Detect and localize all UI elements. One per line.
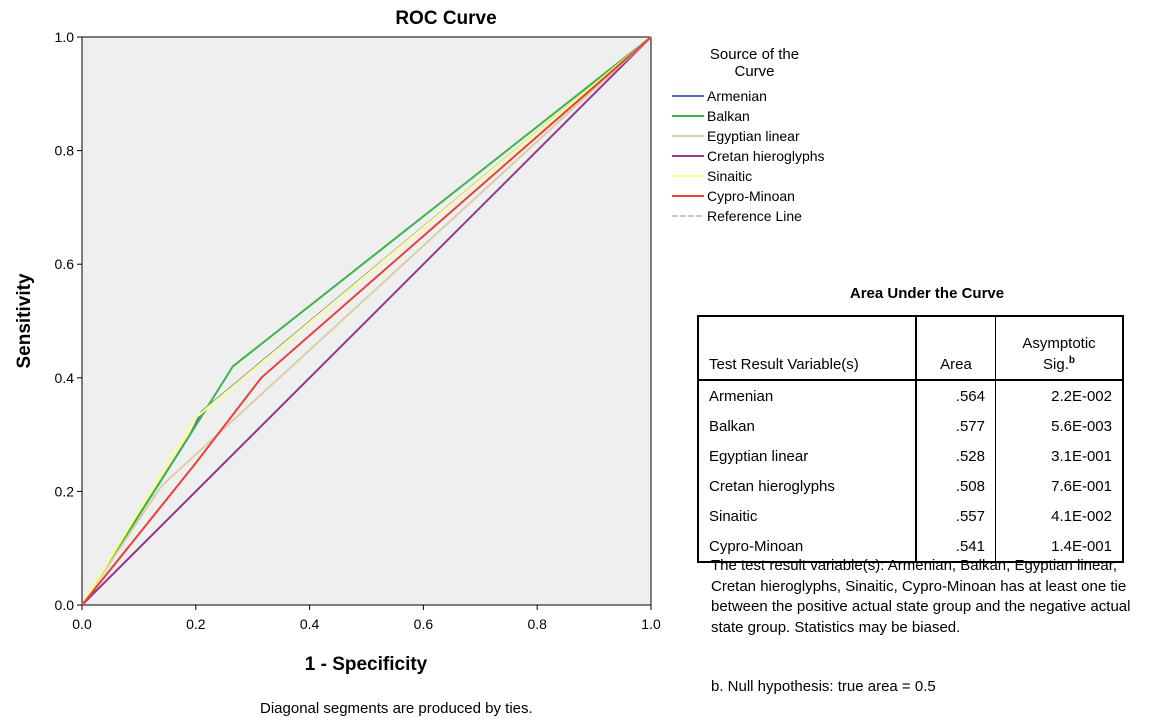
series-line-cypro-minoan — [81, 36, 652, 606]
legend-label-egyptian-linear: Egyptian linear — [707, 128, 800, 144]
table-row: Balkan .577 5.6E-003 — [698, 411, 1123, 441]
legend-swatch-balkan — [672, 115, 704, 117]
legend-swatch-egyptian-linear — [672, 135, 704, 137]
x-axis-label: 1 - Specificity — [305, 654, 428, 675]
y-tick-label: 0.0 — [55, 597, 75, 613]
row-sig: 1.4E-001 — [1051, 537, 1112, 555]
row-variable: Sinaitic — [698, 501, 917, 531]
y-tick-label: 0.2 — [55, 483, 75, 499]
y-tick-label: 0.8 — [55, 143, 75, 159]
header-area: Area — [916, 316, 996, 381]
legend-swatch-armenian — [672, 95, 704, 97]
legend: Source of the Curve Armenian Balkan Egypti… — [672, 46, 892, 226]
series-line-balkan — [81, 36, 652, 606]
legend-item-cypro-minoan: Cypro-Minoan — [672, 186, 892, 206]
legend-item-sinaitic: Sinaitic — [672, 166, 892, 186]
legend-item-reference-line: Reference Line — [672, 206, 892, 226]
legend-label-armenian: Armenian — [707, 88, 767, 104]
legend-title-line-2: Curve — [734, 63, 775, 80]
header-sig-line-1: Asymptotic — [1022, 335, 1096, 352]
table-row: Egyptian linear .528 3.1E-001 — [698, 441, 1123, 471]
table-row: Armenian .564 2.2E-002 — [698, 380, 1123, 411]
y-axis-label: Sensitivity — [14, 273, 35, 368]
legend-label-balkan: Balkan — [707, 108, 750, 124]
y-tick-label: 0.4 — [55, 370, 75, 386]
row-variable: Cypro-Minoan — [698, 531, 917, 562]
legend-swatch-reference-line — [672, 215, 702, 217]
header-sig-line-2: Sig. — [1043, 356, 1069, 373]
table-footnote-b: b. Null hypothesis: true area = 0.5 — [711, 678, 936, 695]
row-variable: Armenian — [698, 380, 917, 411]
row-area: .557 — [916, 501, 996, 531]
x-tick-label: 0.4 — [300, 616, 320, 632]
x-tick-label: 0.2 — [186, 616, 206, 632]
header-asymptotic-sig: Asymptotic Sig.b — [995, 316, 1123, 381]
table-row: Cretan hieroglyphs .508 7.6E-001 — [698, 471, 1123, 501]
auc-table-title: Area Under the Curve — [849, 285, 1005, 302]
legend-item-balkan: Balkan — [672, 106, 892, 126]
row-sig: 3.1E-001 — [1051, 447, 1112, 465]
x-tick-label: 0.8 — [527, 616, 547, 632]
legend-label-cypro-minoan: Cypro-Minoan — [707, 188, 795, 204]
ties-note: Diagonal segments are produced by ties. — [260, 700, 533, 717]
legend-label-cretan-hieroglyphs: Cretan hieroglyphs — [707, 148, 825, 164]
legend-swatch-sinaitic — [672, 175, 704, 177]
table-row: Cypro-Minoan .541 1.4E-001 — [698, 531, 1123, 562]
row-sig: 7.6E-001 — [1051, 477, 1112, 495]
row-area: .508 — [916, 471, 996, 501]
auc-table: Test Result Variable(s) Area Asymptotic … — [697, 315, 1124, 563]
table-row: Sinaitic .557 4.1E-002 — [698, 501, 1123, 531]
row-sig: 5.6E-003 — [1051, 417, 1112, 435]
x-tick-label: 0.0 — [72, 616, 92, 632]
y-tick-label: 1.0 — [55, 29, 75, 45]
series-line-cretan-hieroglyphs — [81, 36, 652, 606]
table-footnote: The test result variable(s): Armenian, B… — [711, 557, 1131, 636]
row-area: .577 — [916, 411, 996, 441]
legend-title: Source of the Curve — [672, 46, 837, 80]
row-variable: Balkan — [698, 411, 917, 441]
legend-swatch-cretan-hieroglyphs — [672, 155, 704, 157]
row-variable: Cretan hieroglyphs — [698, 471, 917, 501]
series-line-egyptian-linear — [81, 36, 652, 606]
header-test-result-variable: Test Result Variable(s) — [698, 316, 917, 381]
legend-label-sinaitic: Sinaitic — [707, 168, 753, 184]
legend-item-egyptian-linear: Egyptian linear — [672, 126, 892, 146]
x-tick-label: 1.0 — [641, 616, 661, 632]
row-variable: Egyptian linear — [698, 441, 917, 471]
row-area: .564 — [916, 380, 996, 411]
row-area: .528 — [916, 441, 996, 471]
row-sig: 4.1E-002 — [1051, 507, 1112, 525]
x-tick-label: 0.6 — [414, 616, 434, 632]
legend-title-line-1: Source of the — [709, 46, 800, 63]
row-sig: 2.2E-002 — [1051, 387, 1112, 405]
y-tick-label: 0.6 — [55, 256, 75, 272]
legend-item-armenian: Armenian — [672, 86, 892, 106]
legend-item-cretan-hieroglyphs: Cretan hieroglyphs — [672, 146, 892, 166]
series-line-sinaitic — [81, 36, 652, 606]
legend-swatch-cypro-minoan — [672, 195, 704, 197]
legend-label-reference-line: Reference Line — [707, 208, 802, 224]
auc-table-header-row: Test Result Variable(s) Area Asymptotic … — [698, 316, 1123, 381]
chart-title: ROC Curve — [395, 8, 496, 29]
header-sig-superscript: b — [1068, 355, 1075, 366]
row-area: .541 — [916, 531, 996, 562]
